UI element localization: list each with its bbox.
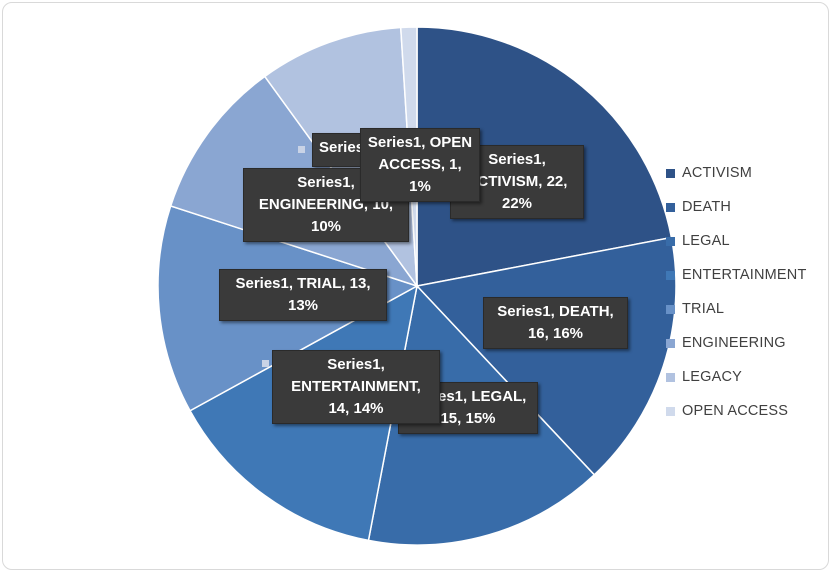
data-label-line: 16, 16%	[527, 325, 584, 342]
chart-legend: ACTIVISM DEATH LEGAL ENTERTAINMENT TRIAL…	[666, 156, 807, 428]
data-label-line: 22%	[501, 195, 533, 212]
data-label-line: ACTIVISM, 22,	[466, 173, 568, 190]
legend-item-open-access: OPEN ACCESS	[666, 394, 807, 428]
data-label-line: 14, 14%	[328, 400, 384, 417]
legend-swatch	[666, 372, 675, 382]
data-label-entertainment: Series1, ENTERTAINMENT, 14, 14%	[272, 350, 440, 424]
data-label-line: Series1,	[297, 174, 355, 191]
legend-label: ACTIVISM	[682, 165, 753, 181]
data-label-line: 15, 15%	[440, 410, 496, 427]
legend-swatch	[666, 202, 675, 212]
legend-item-trial: TRIAL	[666, 292, 807, 326]
legend-item-death: DEATH	[666, 190, 807, 224]
legend-swatch	[666, 338, 675, 348]
data-label-line: Series1,	[488, 151, 546, 168]
data-label-line: ENGINEERING, 10,	[258, 196, 394, 213]
data-label-open-access: Series1, OPEN ACCESS, 1, 1%	[360, 128, 480, 202]
legend-label: LEGACY	[682, 369, 743, 385]
data-label-line: Series1,	[327, 356, 385, 373]
legend-label: OPEN ACCESS	[682, 403, 789, 419]
legend-swatch	[666, 168, 675, 178]
data-label-line: Series1, OPEN	[367, 134, 473, 151]
pie-slice-death	[415, 236, 677, 476]
data-label-line: 13%	[287, 297, 319, 314]
data-label-line: Series1, TRIAL, 13,	[235, 275, 371, 292]
legend-item-legal: LEGAL	[666, 224, 807, 258]
legend-swatch	[666, 236, 675, 246]
legend-item-engineering: ENGINEERING	[666, 326, 807, 360]
data-label-line: 10%	[310, 218, 342, 235]
legend-swatch	[666, 270, 675, 280]
legend-item-activism: ACTIVISM	[666, 156, 807, 190]
data-label-line: Series1, DEATH,	[497, 303, 614, 320]
data-label-line: ENTERTAINMENT,	[291, 378, 421, 395]
leader-marker	[298, 146, 305, 153]
legend-label: ENTERTAINMENT	[682, 267, 807, 283]
legend-label: TRIAL	[682, 301, 725, 317]
legend-swatch	[666, 304, 675, 314]
legend-label: ENGINEERING	[682, 335, 786, 351]
legend-swatch	[666, 406, 675, 416]
legend-item-entertainment: ENTERTAINMENT	[666, 258, 807, 292]
legend-label: DEATH	[682, 199, 732, 215]
data-label-death: Series1, DEATH, 16, 16%	[483, 297, 628, 349]
leader-marker	[262, 360, 269, 367]
legend-label: LEGAL	[682, 233, 730, 249]
data-label-line: ACCESS, 1, 1%	[378, 156, 462, 195]
data-label-trial: Series1, TRIAL, 13, 13%	[219, 269, 387, 321]
legend-item-legacy: LEGACY	[666, 360, 807, 394]
